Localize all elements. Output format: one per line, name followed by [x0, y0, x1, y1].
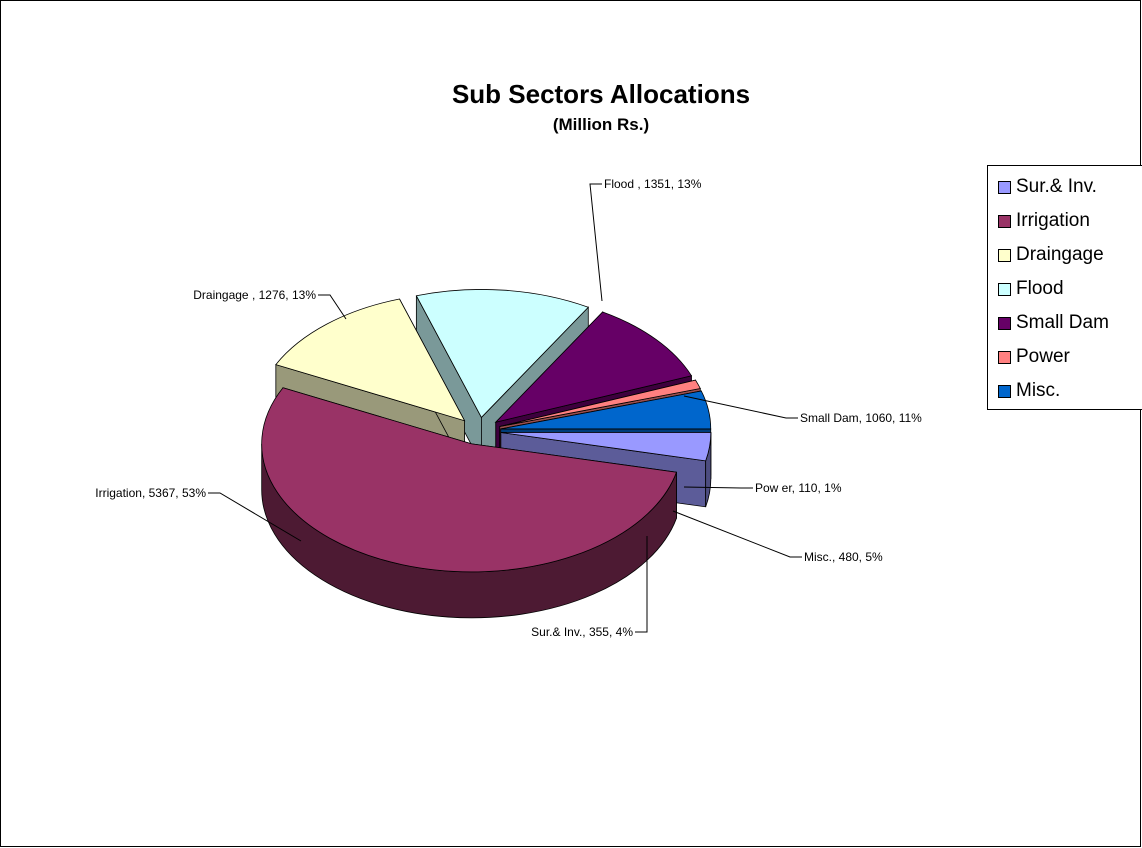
chart-subtitle: (Million Rs.): [552, 115, 650, 134]
pie-slice-irrigation: [261, 387, 678, 619]
legend-label: Misc.: [1016, 380, 1061, 401]
legend-swatch: [998, 248, 1011, 262]
leader-line: [208, 492, 302, 542]
leader-line: [683, 395, 798, 419]
leader-line: [683, 486, 753, 489]
legend-item-flood: Flood: [988, 272, 1142, 306]
legend-label: Power: [1016, 346, 1070, 367]
legend-item-power: Power: [988, 340, 1142, 374]
legend-label: Draingage: [1016, 244, 1104, 265]
data-label: Pow er, 110, 1%: [755, 481, 842, 495]
legend-swatch: [998, 180, 1011, 194]
legend-swatch: [998, 214, 1011, 228]
legend-swatch: [998, 350, 1011, 364]
data-label: Flood , 1351, 13%: [604, 177, 702, 191]
leader-line: [635, 536, 648, 633]
leader-line: [672, 510, 802, 558]
legend-item-sur-inv: Sur.& Inv.: [988, 170, 1142, 204]
legend-label: Flood: [1016, 278, 1064, 299]
data-label: Small Dam, 1060, 11%: [800, 411, 922, 425]
legend-swatch: [998, 384, 1011, 398]
data-label: Irrigation, 5367, 53%: [95, 486, 206, 500]
legend-swatch: [998, 282, 1011, 296]
legend-label: Small Dam: [1016, 312, 1109, 333]
legend-item-draingage: Draingage: [988, 238, 1142, 272]
legend-swatch: [998, 316, 1011, 330]
legend-item-small-dam: Small Dam: [988, 306, 1142, 340]
data-label: Draingage , 1276, 13%: [193, 288, 316, 302]
legend-label: Irrigation: [1016, 210, 1090, 231]
legend-item-irrigation: Irrigation: [988, 204, 1142, 238]
legend-label: Sur.& Inv.: [1016, 176, 1097, 197]
data-label: Sur.& Inv., 355, 4%: [531, 625, 633, 639]
leader-line: [318, 294, 347, 320]
data-label: Misc., 480, 5%: [804, 550, 883, 564]
leader-line: [589, 183, 603, 302]
legend: Sur.& Inv. Irrigation Draingage Flood Sm…: [987, 165, 1142, 410]
legend-item-misc: Misc.: [988, 374, 1142, 408]
chart-title: Sub Sectors Allocations: [451, 79, 751, 109]
